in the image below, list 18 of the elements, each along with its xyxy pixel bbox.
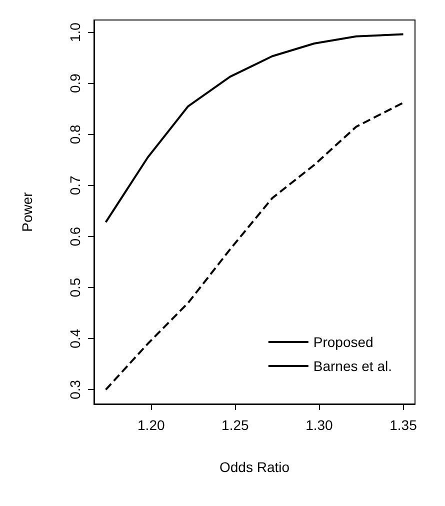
line-series bbox=[104, 102, 404, 391]
y-axis-title: Power bbox=[19, 192, 35, 232]
y-tick-label: 0.7 bbox=[67, 176, 83, 196]
y-tick-label: 0.5 bbox=[67, 278, 83, 298]
y-tick-label: 0.4 bbox=[67, 328, 83, 348]
x-tick-label: 1.30 bbox=[306, 417, 334, 433]
legend-label: Barnes et al. bbox=[313, 358, 392, 374]
line-series bbox=[104, 33, 404, 224]
x-axis-title: Odds Ratio bbox=[219, 459, 290, 475]
x-tick-label: 1.20 bbox=[138, 417, 165, 433]
y-tick-label: 0.9 bbox=[67, 73, 83, 94]
y-tick-label: 0.6 bbox=[67, 226, 83, 246]
x-tick-label: 1.25 bbox=[222, 417, 250, 433]
legend-label: Proposed bbox=[313, 334, 374, 350]
y-tick-label: 0.3 bbox=[67, 380, 83, 400]
y-tick-label: 1.0 bbox=[67, 22, 83, 42]
x-tick-label: 1.35 bbox=[390, 417, 418, 433]
y-tick-label: 0.8 bbox=[67, 124, 83, 144]
